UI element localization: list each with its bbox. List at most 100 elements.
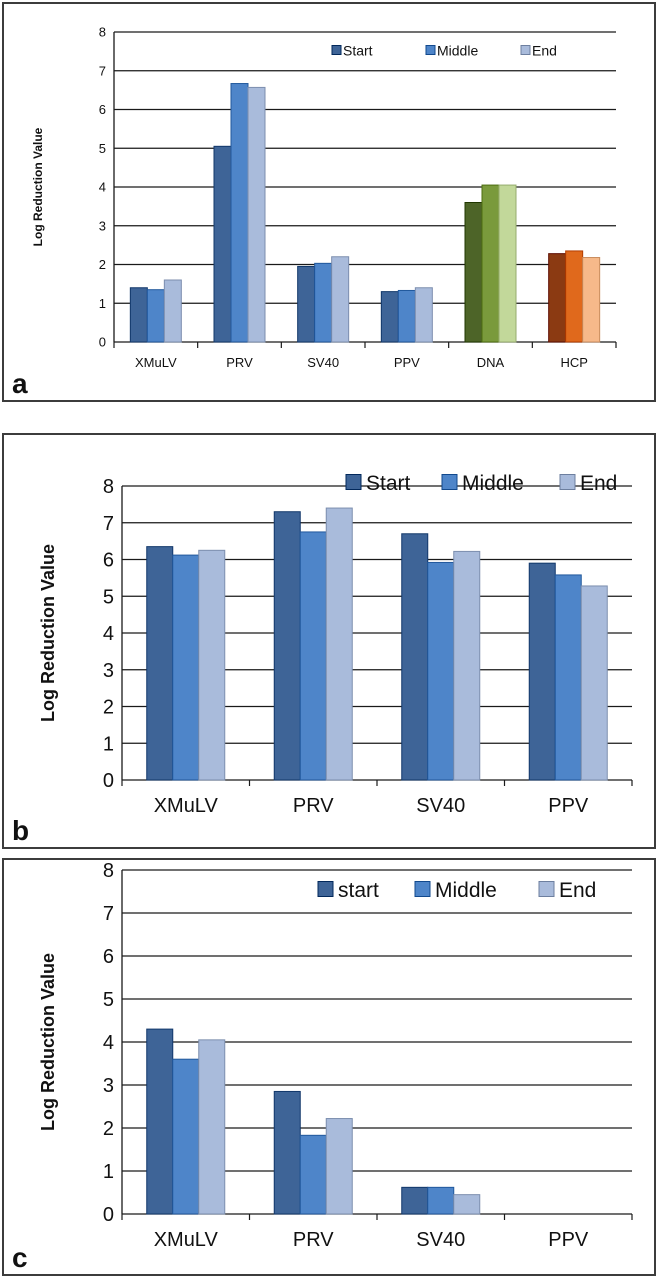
bar-chart-c: 0 1 2 3 4 5 6 7 8 XMuLV PRV SV40 PPV Log Reduction Va… <box>38 860 633 1251</box>
y-axis-label: Log Reduction Value <box>38 544 58 722</box>
y-tick-label: 0 <box>103 770 114 792</box>
bar-start-prv <box>273 1090 301 1215</box>
legend-swatch-end <box>520 45 531 55</box>
y-tick-label: 0 <box>103 1204 114 1226</box>
y-tick-label: 4 <box>99 180 106 195</box>
y-tick-label: 6 <box>103 550 114 572</box>
y-tick-label: 5 <box>99 141 106 156</box>
bar-middle-xmulv <box>172 1058 200 1215</box>
bar-start-sv40 <box>401 533 429 781</box>
chart-panel-a: 0 1 2 3 4 5 6 7 8 XMuLV PRV SV40 PPV DNA HCP Log Reduct… <box>2 2 656 402</box>
bar-chart-a: 0 1 2 3 4 5 6 7 8 XMuLV PRV SV40 PPV DNA HCP Log Reduct… <box>31 25 617 370</box>
bar-start-prv <box>213 145 232 343</box>
bar-middle-ppv <box>554 574 582 781</box>
bar-start-sv40 <box>401 1186 429 1215</box>
panel-letter-a: a <box>12 368 28 399</box>
y-tick-label: 8 <box>103 860 114 882</box>
bar-middle-sv40 <box>314 262 333 343</box>
legend-label: Start <box>366 472 411 495</box>
panel-letter-b: b <box>12 815 30 846</box>
x-tick-label: PRV <box>226 355 253 370</box>
bar-start-xmulv <box>129 287 148 343</box>
legend: Start Middle End <box>331 43 557 59</box>
bar-start-xmulv <box>146 546 174 781</box>
bar-end-dna <box>498 184 517 343</box>
y-tick-label: 3 <box>103 660 114 682</box>
x-tick-label: SV40 <box>416 1229 465 1251</box>
y-tick-label: 5 <box>103 586 114 608</box>
y-tick-label: 4 <box>103 1032 114 1054</box>
legend-swatch-start <box>331 45 342 55</box>
bar-end-xmulv <box>198 549 226 781</box>
legend-swatch-middle <box>414 881 431 897</box>
x-tick-label: XMuLV <box>154 1229 219 1251</box>
legend: Start Middle End <box>345 472 617 495</box>
y-axis-label: Log Reduction Value <box>38 953 58 1131</box>
y-tick-label: 2 <box>103 1118 114 1140</box>
bar-end-prv <box>325 1118 353 1215</box>
y-tick-label: 7 <box>103 513 114 535</box>
bar-start-ppv <box>380 291 399 343</box>
bar-end-xmulv <box>198 1039 226 1215</box>
chart-panel-b: 0 1 2 3 4 5 6 7 8 XMuLV PRV SV40 PPV Log Reduction Va… <box>2 433 656 849</box>
bar-middle-prv <box>299 531 327 781</box>
legend-label: Start <box>343 43 373 59</box>
y-tick-label: 1 <box>99 296 106 311</box>
y-tick-label: 3 <box>99 218 106 233</box>
bar-end-sv40 <box>331 256 350 343</box>
bar-middle-xmulv <box>146 289 165 343</box>
legend-label: End <box>580 472 617 495</box>
chart-panel-c: 0 1 2 3 4 5 6 7 8 XMuLV PRV SV40 PPV Log Reduction Va… <box>2 858 656 1276</box>
bar-end-sv40 <box>453 1194 481 1215</box>
y-tick-label: 2 <box>99 257 106 272</box>
y-tick-label: 6 <box>99 102 106 117</box>
bar-middle-dna <box>481 184 500 343</box>
bar-middle-prv <box>230 83 249 343</box>
bar-end-ppv <box>580 585 608 781</box>
legend-swatch-end <box>538 881 555 897</box>
y-tick-label: 3 <box>103 1075 114 1097</box>
bar-end-xmulv <box>163 279 182 343</box>
legend-swatch-start <box>317 881 334 897</box>
bar-chart-b: 0 1 2 3 4 5 6 7 8 XMuLV PRV SV40 PPV Log Reduction Va… <box>38 472 633 817</box>
legend: start Middle End <box>317 879 596 902</box>
x-tick-label: PPV <box>548 795 589 817</box>
legend-label: End <box>532 43 557 59</box>
bar-middle-prv <box>299 1134 327 1215</box>
y-tick-label: 5 <box>103 989 114 1011</box>
y-tick-label: 1 <box>103 1161 114 1183</box>
y-tick-label: 1 <box>103 733 114 755</box>
x-tick-label: SV40 <box>307 355 339 370</box>
y-tick-label: 7 <box>99 63 106 78</box>
bar-start-xmulv <box>146 1028 174 1215</box>
bar-start-ppv <box>528 562 556 781</box>
bar-end-hcp <box>582 257 601 343</box>
bar-middle-sv40 <box>427 561 455 781</box>
y-tick-label: 8 <box>103 476 114 498</box>
x-tick-label: XMuLV <box>135 355 177 370</box>
x-tick-label: XMuLV <box>154 795 219 817</box>
y-tick-label: 2 <box>103 697 114 719</box>
x-tick-label: SV40 <box>416 795 465 817</box>
bar-end-prv <box>325 507 353 781</box>
legend-swatch-end <box>559 474 576 490</box>
y-tick-label: 4 <box>103 623 114 645</box>
bar-start-hcp <box>548 253 567 343</box>
legend-swatch-middle <box>441 474 458 490</box>
bar-middle-ppv <box>397 289 416 343</box>
bar-end-sv40 <box>453 550 481 781</box>
x-tick-label: PRV <box>293 1229 334 1251</box>
x-tick-label: PRV <box>293 795 334 817</box>
y-axis-label: Log Reduction Value <box>31 127 45 246</box>
x-tick-label: DNA <box>477 355 505 370</box>
legend-swatch-start <box>345 474 362 490</box>
bar-middle-sv40 <box>427 1186 455 1215</box>
legend-label: Middle <box>462 472 524 495</box>
y-tick-label: 6 <box>103 946 114 968</box>
panel-letter-c: c <box>12 1242 28 1273</box>
bar-end-prv <box>247 86 266 343</box>
y-tick-label: 0 <box>99 335 106 350</box>
bar-middle-hcp <box>565 250 584 343</box>
legend-swatch-middle <box>425 45 436 55</box>
x-tick-label: HCP <box>560 355 587 370</box>
